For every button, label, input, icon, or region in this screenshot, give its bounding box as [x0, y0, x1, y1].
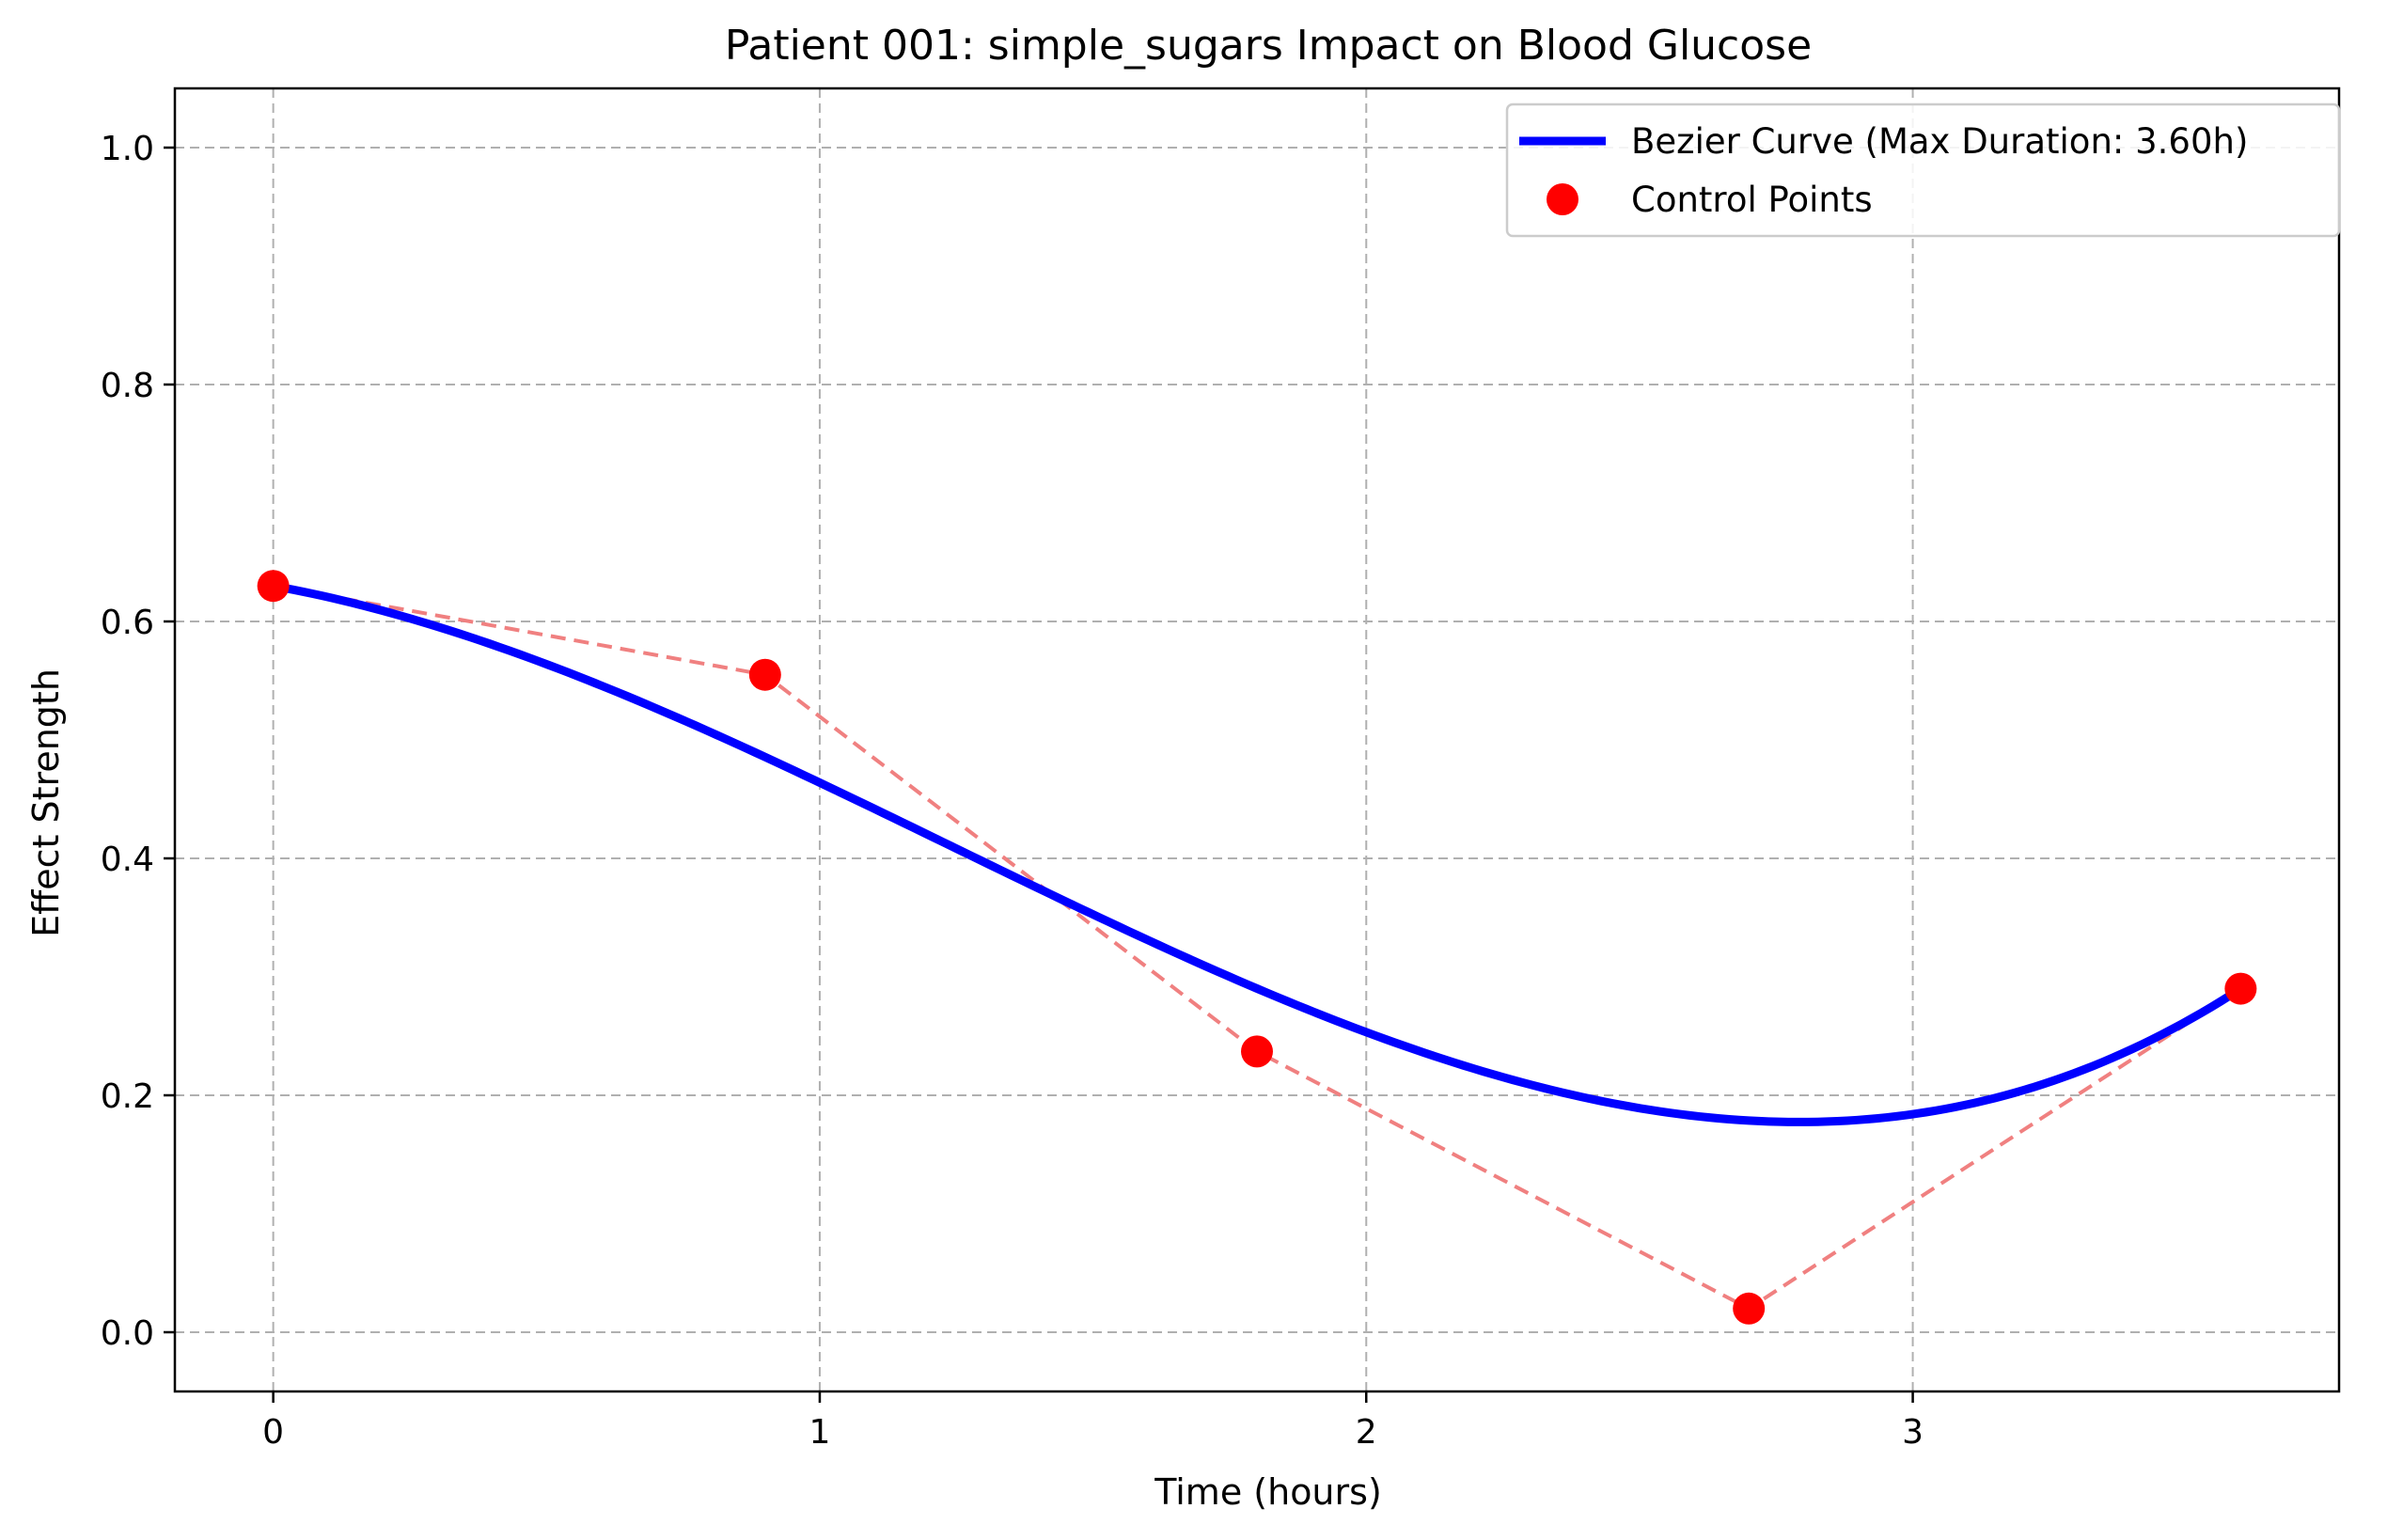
control-point [748, 658, 781, 691]
y-tick-label: 0.4 [101, 841, 154, 879]
y-axis-label: Effect Strength [25, 668, 67, 937]
legend-swatch-control-points [1547, 183, 1578, 215]
control-points [257, 570, 2257, 1325]
x-axis-ticks: 0 1 2 3 [262, 1391, 1924, 1452]
control-point [2224, 972, 2257, 1005]
bezier-curve [269, 581, 2245, 1126]
grid [175, 88, 2339, 1391]
x-tick-label: 3 [1902, 1413, 1924, 1452]
y-tick-label: 0.2 [101, 1077, 154, 1116]
x-tick-label: 0 [262, 1413, 284, 1452]
legend-frame [1505, 102, 2341, 238]
x-tick-label: 1 [809, 1413, 830, 1452]
plot-frame [173, 86, 2341, 1393]
control-point [257, 570, 290, 603]
y-tick-label: 0.8 [101, 367, 154, 405]
legend-label-bezier-curve: Bezier Curve (Max Duration: 3.60h) [1631, 121, 2248, 162]
legend-label-control-points: Control Points [1631, 180, 1873, 220]
y-tick-label: 0.0 [101, 1314, 154, 1353]
control-point [1733, 1292, 1766, 1325]
control-point [1241, 1035, 1273, 1068]
plot-area [175, 88, 2339, 1391]
x-axis-label: Time (hours) [1154, 1471, 1382, 1513]
y-tick-label: 1.0 [101, 130, 154, 168]
y-axis-ticks: 0.0 0.2 0.4 0.6 0.8 1.0 [101, 130, 175, 1353]
chart-title: Patient 001: simple_sugars Impact on Blo… [725, 22, 1812, 70]
legend: Bezier Curve (Max Duration: 3.60h) Contr… [1505, 102, 2341, 238]
x-tick-label: 2 [1356, 1413, 1377, 1452]
y-tick-label: 0.6 [101, 604, 154, 642]
